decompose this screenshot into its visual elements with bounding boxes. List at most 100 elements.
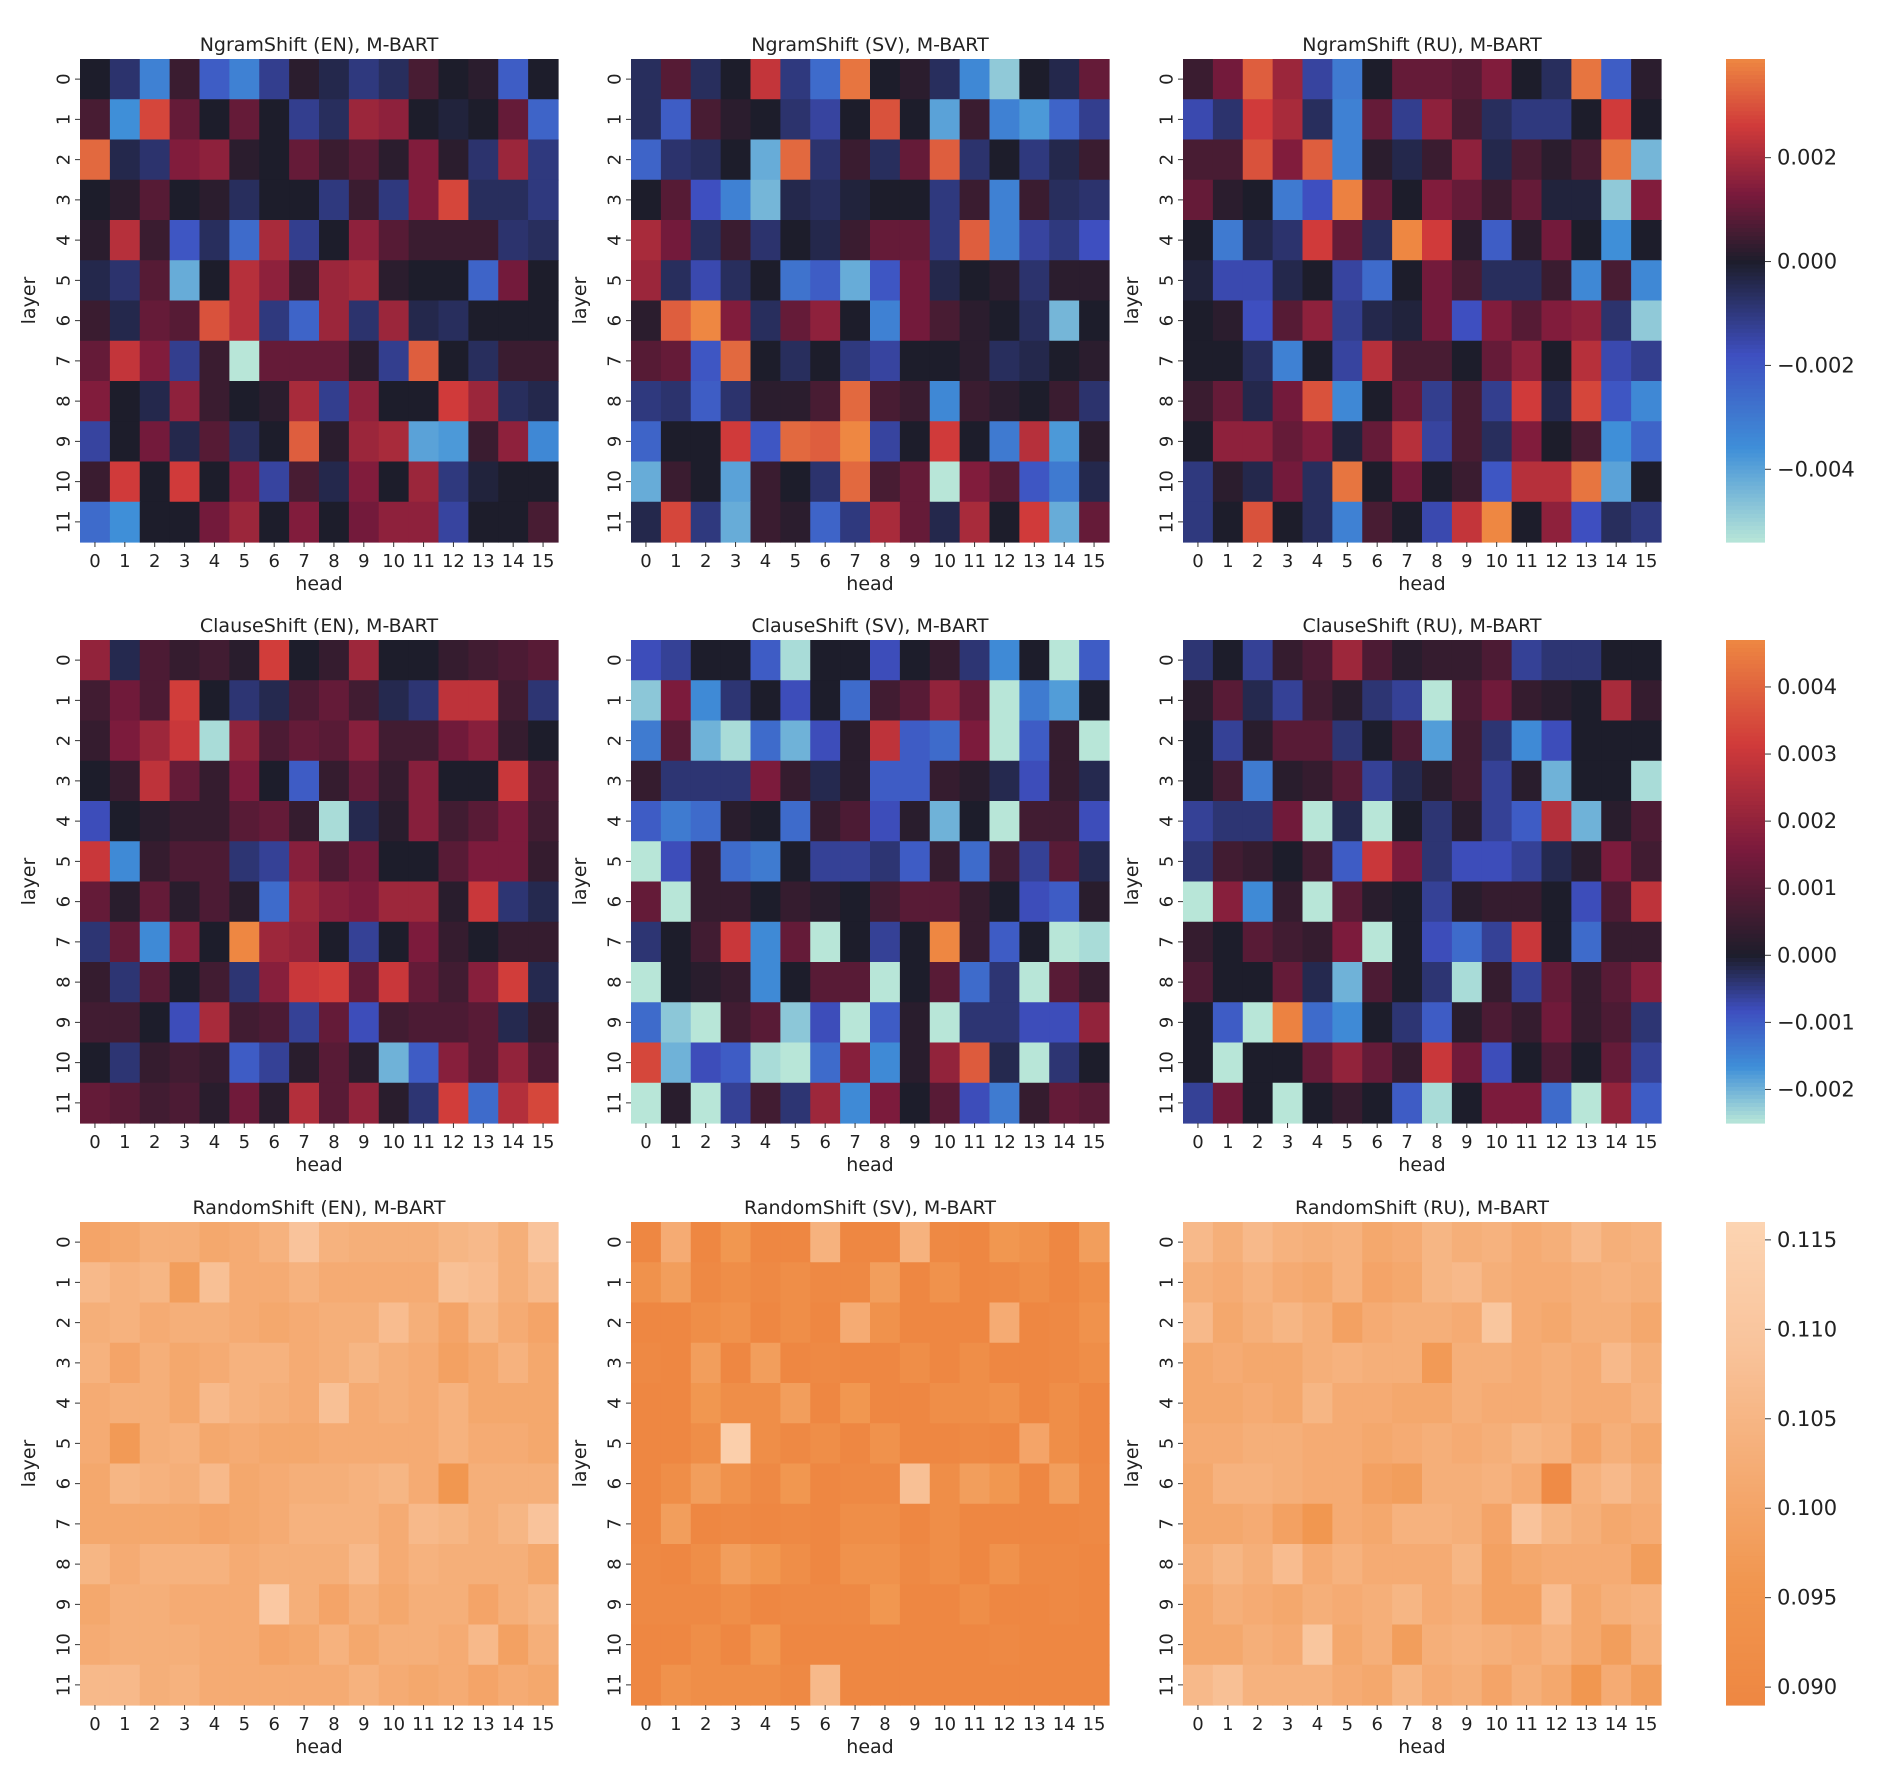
heatmap-cell: [899, 1383, 931, 1424]
colorbar-segment: [1726, 1696, 1765, 1702]
heatmap-cell: [80, 1302, 111, 1344]
heatmap-cell: [169, 99, 201, 141]
x-tick-label: 2: [1252, 1714, 1263, 1735]
heatmap-cell: [378, 881, 410, 923]
heatmap-cell: [810, 1002, 841, 1044]
heatmap-cell: [1511, 1262, 1543, 1304]
colorbar-segment: [1726, 1467, 1765, 1473]
heatmap-cell: [528, 1302, 559, 1344]
heatmap-cell: [1631, 501, 1662, 543]
heatmap-cell: [810, 139, 841, 181]
heatmap-cell: [840, 340, 871, 382]
heatmap-cell: [289, 421, 320, 463]
colorbar-segment: [1726, 79, 1765, 84]
heatmap-cell: [870, 421, 901, 463]
heatmap-cell: [631, 760, 662, 802]
colorbar-segment: [1726, 1070, 1765, 1076]
y-tick-label: 10: [1157, 1633, 1178, 1656]
heatmap-cell: [1571, 962, 1602, 1003]
heatmap-cell: [1302, 461, 1333, 503]
heatmap-cell: [870, 1262, 901, 1304]
heatmap-cell: [1183, 1463, 1214, 1505]
colorbar-segment: [1726, 187, 1765, 193]
heatmap-cell: [109, 260, 141, 302]
heatmap-cell: [989, 1664, 1020, 1706]
colorbar-segment: [1726, 953, 1765, 959]
x-tick-label: 0: [89, 1714, 100, 1735]
heatmap-cell: [528, 680, 559, 722]
heatmap-cell: [1242, 1584, 1274, 1626]
heatmap-cell: [229, 640, 260, 681]
heatmap-cell: [1242, 801, 1274, 842]
heatmap-cell: [1571, 881, 1602, 923]
heatmap-cell: [498, 1002, 529, 1044]
heatmap-cell: [1302, 1262, 1333, 1304]
heatmap-cell: [1183, 1262, 1214, 1304]
heatmap-cell: [1212, 1002, 1244, 1044]
colorbar-segment: [1726, 517, 1765, 523]
heatmap-cell: [780, 1423, 811, 1465]
colorbar-segment: [1726, 696, 1765, 701]
heatmap-cell: [840, 300, 871, 342]
heatmap-cell: [348, 1222, 380, 1263]
heatmap-cell: [870, 962, 901, 1003]
y-tick-label: 0: [54, 654, 75, 665]
heatmap-cell: [169, 841, 201, 883]
colorbar-segment: [1726, 1246, 1765, 1251]
colorbar-segment: [1726, 945, 1765, 951]
x-tick-label: 3: [730, 551, 741, 572]
heatmap-cell: [468, 260, 499, 302]
colorbar-segment: [1726, 974, 1765, 979]
heatmap-cell: [468, 1584, 499, 1626]
heatmap-cell: [929, 1584, 961, 1626]
heatmap-cell: [989, 421, 1020, 463]
heatmap-cell: [1481, 1503, 1513, 1545]
heatmap-cell: [498, 99, 529, 141]
heatmap-cell: [1183, 99, 1214, 141]
colorbar-segment: [1726, 376, 1765, 382]
y-tick-label: 2: [605, 1317, 626, 1328]
x-tick-label: 5: [239, 1714, 250, 1735]
heatmap-cell: [229, 1002, 260, 1044]
heatmap-cell: [169, 179, 201, 221]
heatmap-cell: [528, 461, 559, 503]
heatmap-cell: [1511, 962, 1543, 1003]
heatmap-cell: [1242, 1002, 1274, 1044]
heatmap-cell: [1451, 1463, 1483, 1505]
colorbar-segment: [1726, 1010, 1765, 1015]
heatmap-cell: [378, 501, 410, 543]
colorbar-segment: [1726, 982, 1765, 987]
heatmap-cell: [929, 340, 961, 382]
y-tick-label: 2: [54, 1317, 75, 1328]
heatmap-cell: [899, 1664, 931, 1706]
colorbar-segment: [1726, 1644, 1765, 1650]
heatmap-cell: [1362, 300, 1393, 342]
heatmap-cell: [1481, 1222, 1513, 1263]
colorbar-segment: [1726, 1439, 1765, 1444]
heatmap-cell: [1511, 720, 1543, 762]
colorbar-segment: [1726, 151, 1765, 157]
colorbar-segment: [1726, 1447, 1765, 1453]
colorbar-segment: [1726, 1378, 1765, 1384]
colorbar-segment: [1726, 1539, 1765, 1545]
colorbar-segment: [1726, 220, 1765, 225]
heatmap-cell: [690, 760, 722, 802]
heatmap-cell: [899, 501, 931, 543]
heatmap-cell: [1362, 1463, 1393, 1505]
heatmap-cell: [929, 99, 961, 141]
x-tick-label: 4: [209, 1714, 220, 1735]
heatmap-cell: [810, 1042, 841, 1084]
heatmap-cell: [1571, 801, 1602, 842]
heatmap-cell: [1212, 1423, 1244, 1465]
x-tick-label: 6: [1371, 1132, 1382, 1153]
heatmap-cell: [199, 1222, 230, 1263]
heatmap-cell: [631, 1302, 662, 1344]
heatmap-cell: [1571, 720, 1602, 762]
colorbar-tick-label: 0.115: [1777, 1228, 1837, 1252]
heatmap-cell: [870, 179, 901, 221]
heatmap-cell: [631, 260, 662, 302]
heatmap-cell: [378, 1042, 410, 1084]
heatmap-cell: [810, 1342, 841, 1384]
